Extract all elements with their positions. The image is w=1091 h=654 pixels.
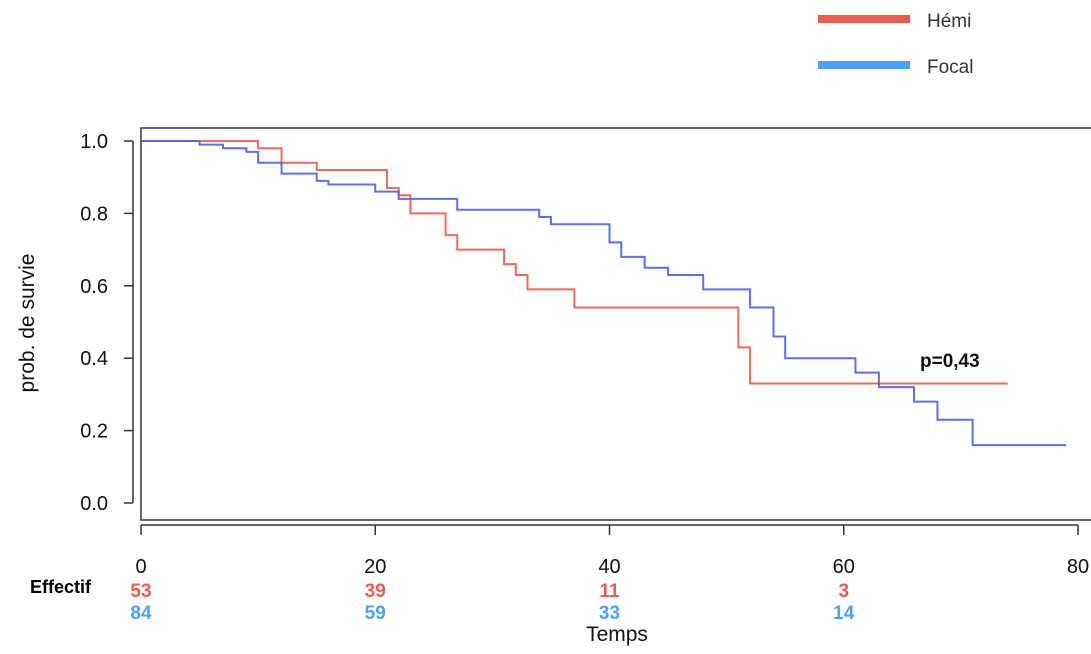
x-tick-label: 0 (135, 556, 146, 578)
risk-count-hemi: 3 (838, 581, 849, 602)
p-value-annotation: p=0,43 (920, 351, 980, 372)
y-tick-label: 1.0 (80, 131, 108, 153)
x-tick-label: 80 (1067, 556, 1089, 578)
y-tick-label: 0.8 (80, 203, 108, 225)
risk-count-focal: 59 (365, 603, 386, 624)
y-tick-label: 0.2 (80, 421, 108, 443)
y-axis: 0.0 0.2 0.4 0.6 0.8 1.0 (80, 131, 134, 515)
legend-label-focal: Focal (927, 57, 973, 78)
plot-border (140, 127, 1091, 521)
y-tick-label: 0.0 (80, 493, 108, 515)
y-tick-label: 0.4 (80, 348, 108, 370)
x-tick-label: 40 (598, 556, 620, 578)
risk-table-title: Effectif (30, 577, 92, 597)
risk-count-focal: 84 (130, 603, 152, 624)
legend-label-hemi: Hémi (927, 11, 971, 32)
risk-count-focal: 33 (599, 603, 620, 624)
risk-count-hemi: 53 (130, 581, 151, 602)
x-axis-title: Temps (586, 623, 648, 646)
risk-table: Effectif 53 39 11 3 84 59 33 14 (30, 577, 855, 624)
risk-count-focal: 14 (833, 603, 855, 624)
x-tick-label: 60 (833, 556, 855, 578)
legend: Hémi Focal (818, 11, 973, 78)
y-axis-title: prob. de survie (16, 254, 39, 393)
risk-count-hemi: 11 (599, 581, 620, 602)
survival-curve-focal (141, 140, 1067, 447)
y-tick-label: 0.6 (80, 276, 108, 298)
x-axis: 0 20 40 60 80 (135, 524, 1089, 578)
survival-curves (141, 140, 1067, 447)
plot-frame (140, 127, 1091, 521)
x-tick-label: 20 (364, 556, 386, 578)
risk-count-hemi: 39 (365, 581, 386, 602)
survival-curve-hemi (141, 140, 1008, 385)
